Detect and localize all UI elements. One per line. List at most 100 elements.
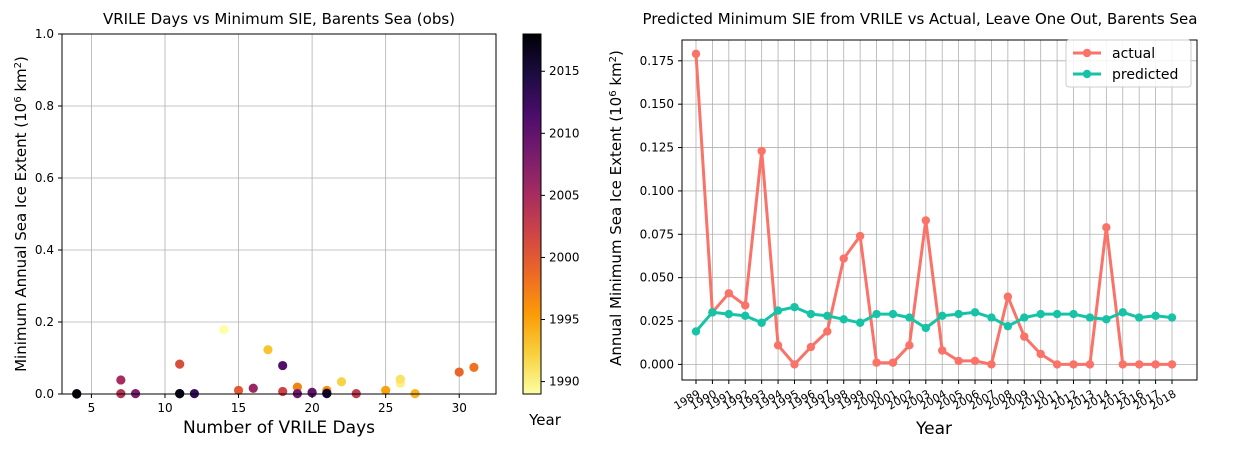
scatter-point	[248, 383, 258, 393]
series-point-actual	[1003, 292, 1013, 301]
legend-marker-actual	[1082, 48, 1092, 58]
scatter-x-tick-label: 20	[304, 401, 319, 415]
line-y-axis-label: Annual Minimum Sea Ice Extent (106 km2)	[607, 50, 625, 366]
scatter-points	[72, 324, 479, 399]
series-point-predicted	[708, 308, 717, 317]
scatter-point	[263, 345, 273, 355]
colorbar-tick-label: 2010	[549, 126, 580, 140]
scatter-point	[219, 324, 229, 335]
series-point-predicted	[888, 309, 898, 319]
line-plot-frame	[681, 39, 1198, 381]
series-point-actual	[905, 341, 914, 350]
scatter-x-tick-label: 10	[157, 401, 172, 415]
series-point-predicted	[806, 309, 816, 319]
colorbar	[522, 33, 542, 395]
series-point-actual	[1167, 360, 1177, 369]
scatter-gridlines	[62, 33, 496, 395]
series-point-actual	[757, 146, 766, 156]
scatter-x-axis-label: Number of VRILE Days	[183, 418, 375, 438]
series-point-predicted	[1118, 308, 1127, 317]
scatter-point	[381, 385, 391, 395]
series-point-actual	[872, 358, 881, 367]
scatter-y-tick-label: 0.8	[35, 99, 54, 113]
scatter-y-tick-label: 0.4	[35, 243, 54, 257]
colorbar-tick-label: 1995	[549, 313, 580, 327]
series-point-actual	[839, 254, 848, 263]
series-point-predicted	[872, 309, 881, 319]
scatter-x-tick-label: 5	[88, 401, 96, 415]
line-y-tick-label: 0.025	[640, 314, 674, 328]
series-point-predicted	[855, 318, 865, 327]
series-point-actual	[855, 231, 865, 241]
legend-items: actual predicted	[1073, 46, 1178, 83]
series-point-predicted	[790, 302, 799, 312]
series-point-actual	[773, 341, 783, 350]
series-point-predicted	[691, 327, 701, 336]
series-point-actual	[724, 289, 734, 298]
legend-label-predicted: predicted	[1112, 67, 1178, 83]
legend: actual predicted	[1065, 39, 1192, 88]
series-point-actual	[790, 360, 799, 369]
series-point-predicted	[1052, 309, 1062, 319]
colorbar-tick-label: 2000	[549, 250, 580, 264]
scatter-point	[336, 377, 347, 387]
scatter-point	[322, 388, 332, 398]
scatter-chart: VRILE Days vs Minimum SIE, Barents Sea (…	[12, 10, 580, 438]
scatter-point	[233, 385, 244, 395]
series-point-actual	[1118, 360, 1127, 369]
line-x-axis-label: Year	[915, 419, 952, 439]
line-y-ticks: 0.000 0.025 0.050 0.075 0.100 0.125 0.150 0.175	[640, 54, 682, 371]
series-point-actual	[1052, 360, 1062, 369]
series-point-actual	[921, 216, 930, 225]
series-point-predicted	[905, 313, 914, 322]
series-point-predicted	[1134, 313, 1144, 322]
series-point-predicted	[839, 315, 848, 324]
series-point-predicted	[724, 309, 734, 319]
line-y-tick-label: 0.075	[640, 227, 674, 241]
scatter-y-tick-label: 0.2	[35, 315, 54, 329]
scatter-point	[116, 375, 126, 385]
series-point-actual	[741, 301, 750, 310]
series-line-predicted	[694, 305, 1173, 333]
series-point-predicted	[954, 309, 963, 319]
series-point-actual	[1085, 360, 1095, 369]
series-point-actual	[1134, 360, 1144, 369]
scatter-point	[395, 374, 405, 384]
series-point-predicted	[757, 318, 766, 327]
series-point-actual	[823, 327, 832, 336]
line-x-ticks: 1989199019911992199319941995199619971998…	[672, 380, 1179, 413]
legend-label-actual: actual	[1112, 46, 1155, 62]
series-point-predicted	[1151, 311, 1160, 321]
series-point-actual	[1102, 223, 1111, 232]
scatter-point	[454, 367, 464, 377]
series-point-actual	[691, 49, 701, 59]
series-point-actual	[1151, 360, 1160, 369]
series-point-actual	[1036, 349, 1045, 359]
series-point-predicted	[1167, 313, 1177, 322]
series-point-predicted	[1003, 322, 1013, 331]
line-y-tick-label: 0.000	[640, 357, 674, 371]
series-point-predicted	[987, 313, 996, 322]
scatter-point	[278, 360, 288, 371]
line-y-tick-label: 0.050	[640, 271, 674, 285]
series-point-predicted	[921, 323, 930, 333]
series-point-predicted	[741, 311, 750, 321]
line-chart: Predicted Minimum SIE from VRILE vs Actu…	[607, 10, 1198, 439]
scatter-plot-frame	[61, 33, 497, 395]
series-point-predicted	[1102, 315, 1111, 324]
series-point-actual	[1069, 360, 1078, 369]
scatter-title: VRILE Days vs Minimum SIE, Barents Sea (…	[103, 10, 455, 28]
series-point-predicted	[823, 311, 832, 321]
line-y-tick-label: 0.150	[640, 97, 674, 111]
colorbar-ticks: 1990 1995 2000 2005 2010 2015	[541, 64, 580, 389]
series-point-predicted	[773, 306, 783, 315]
series-point-predicted	[970, 308, 980, 317]
series-point-actual	[954, 356, 963, 366]
series-point-predicted	[938, 311, 947, 321]
line-y-tick-label: 0.125	[640, 141, 674, 155]
series-point-actual	[970, 356, 980, 366]
scatter-point	[292, 382, 302, 392]
series-point-predicted	[1069, 309, 1078, 319]
scatter-y-axis-label: Minimum Annual Sea Ice Extent (106 km2)	[12, 56, 30, 372]
